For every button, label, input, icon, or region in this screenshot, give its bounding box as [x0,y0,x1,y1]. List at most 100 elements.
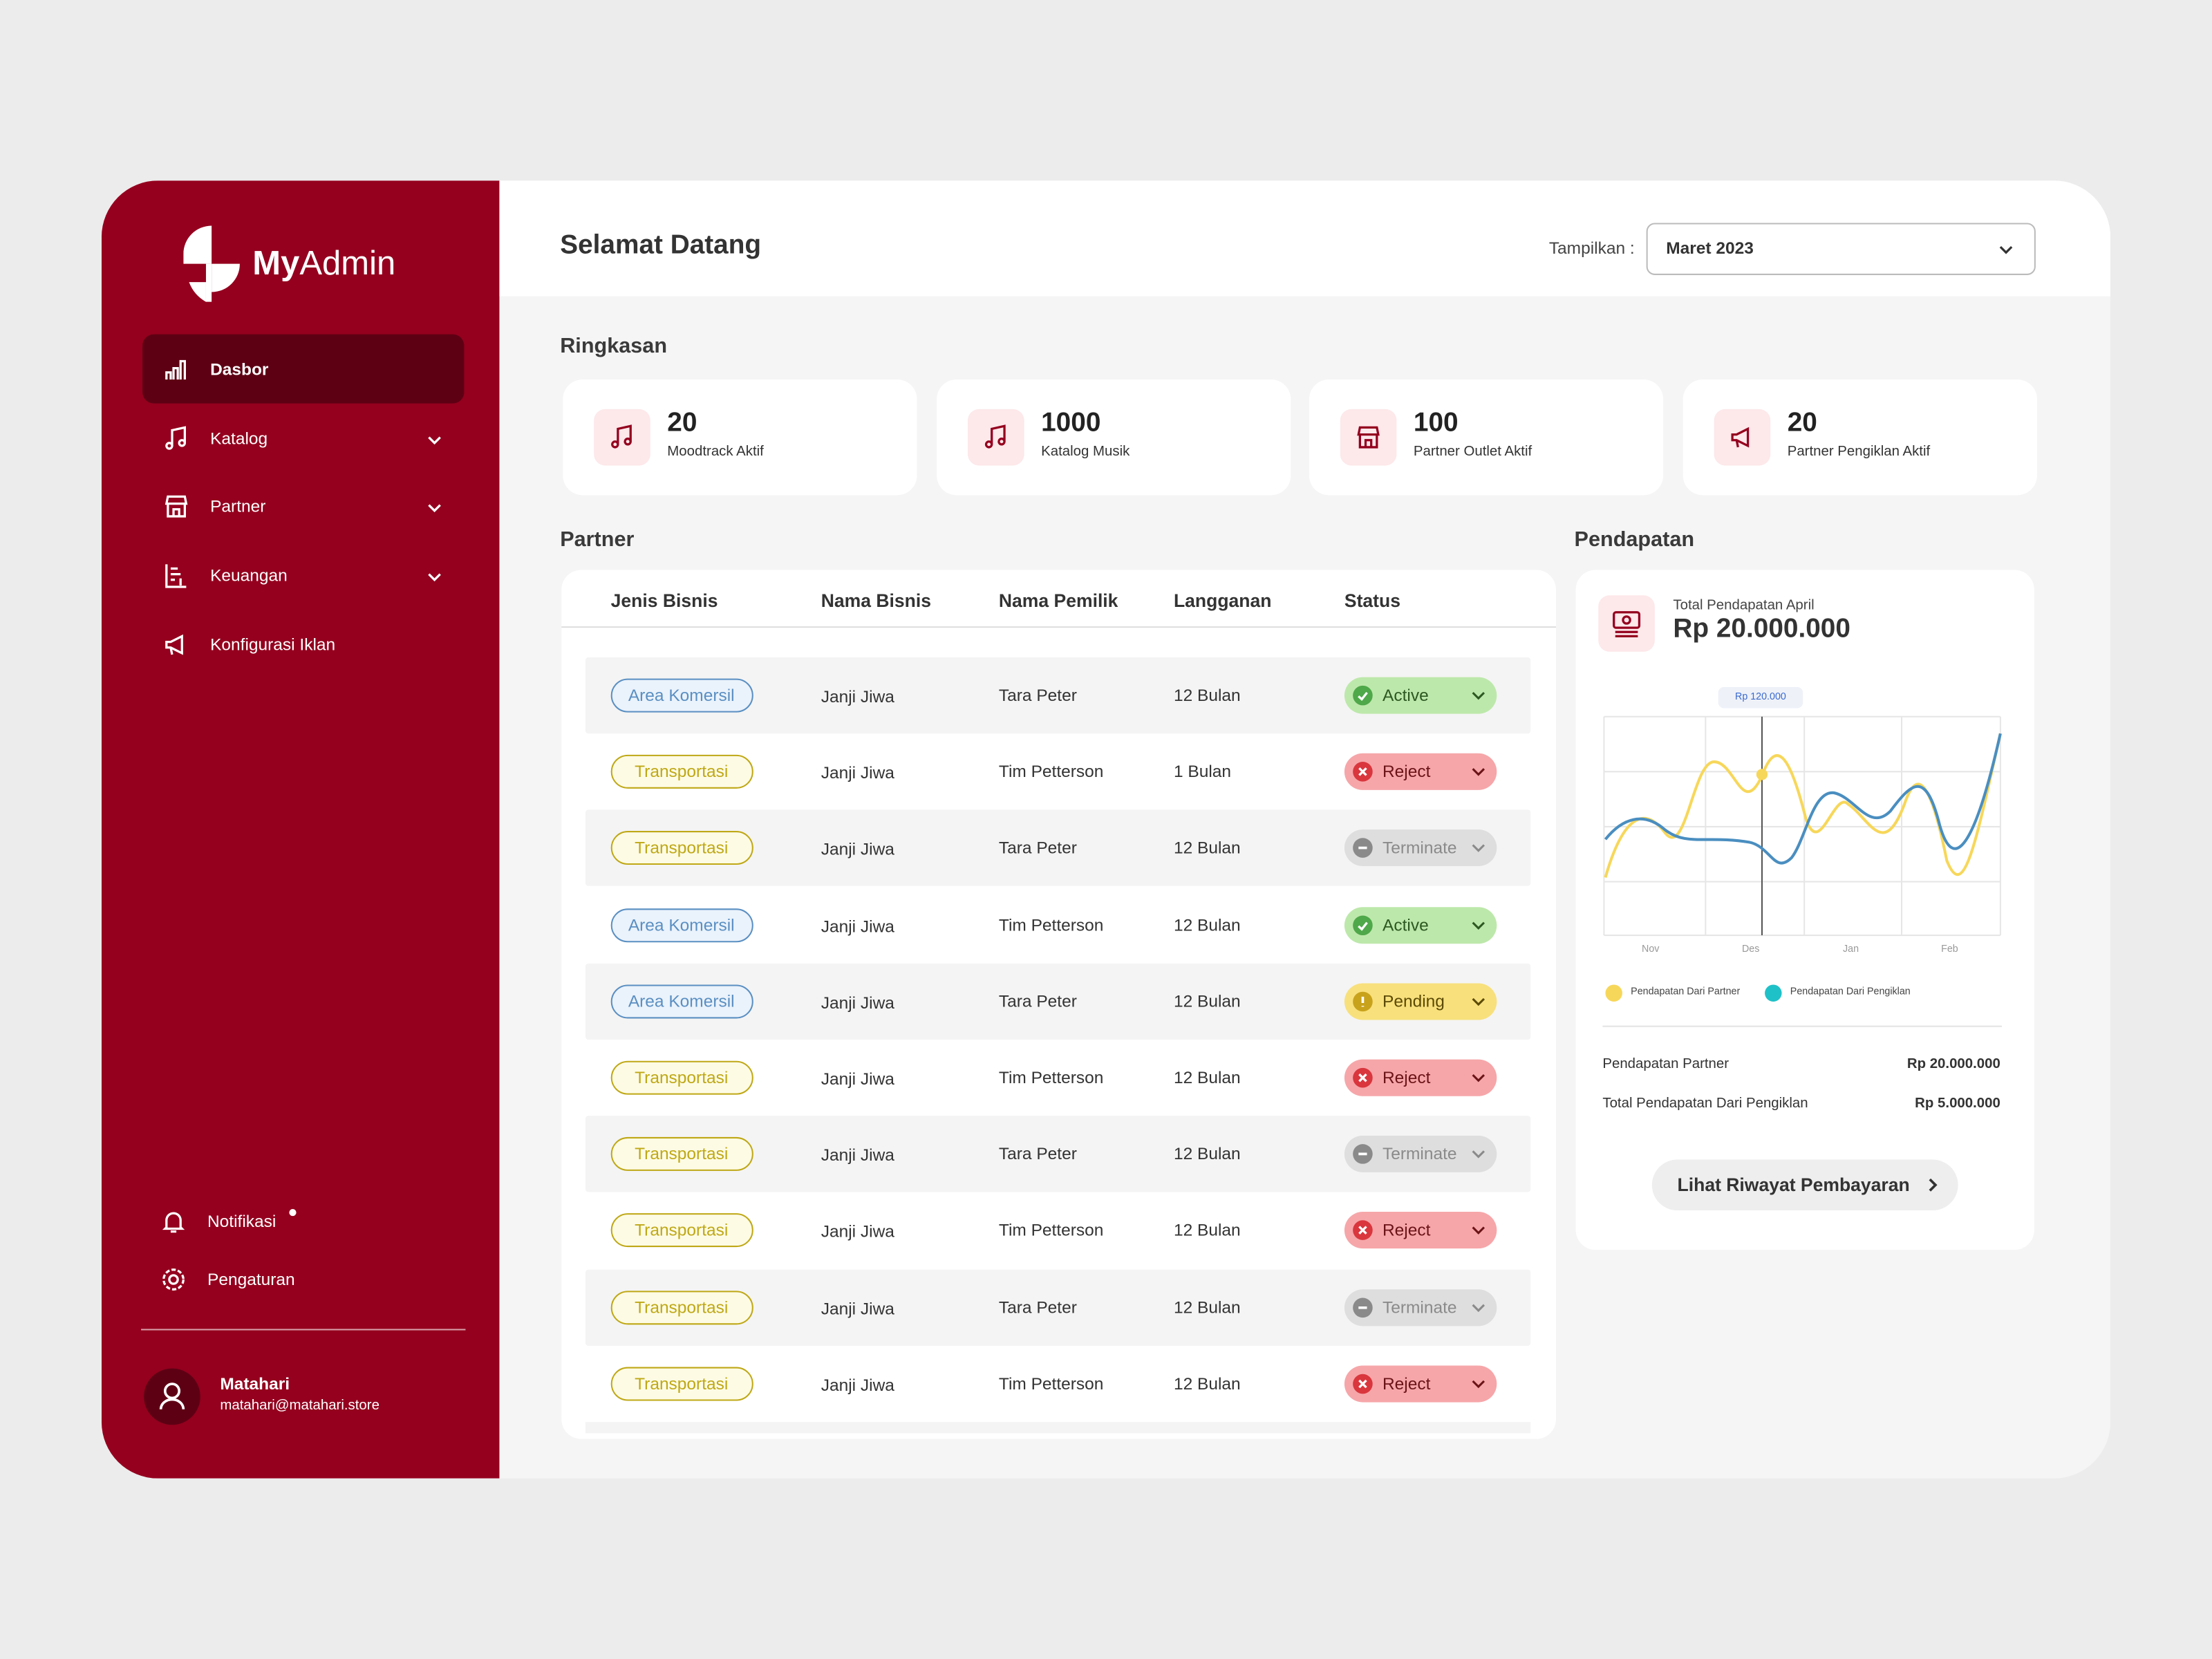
owner-name: Tim Petterson [998,1373,1104,1394]
owner-name: Tim Petterson [998,915,1104,935]
business-name: Janji Jiwa [821,1374,894,1395]
status-dropdown[interactable] [1344,1288,1497,1326]
column-header: Jenis Bisnis [610,590,718,612]
month-select[interactable] [1646,223,2036,275]
user-email: matahari@matahari.store [220,1398,379,1414]
history-button-label: Lihat Riwayat Pembayaran [1677,1174,1910,1195]
detail-label: Total Pendapatan Dari Pengiklan [1602,1096,1808,1112]
status-label: Reject [1382,1067,1431,1088]
column-header: Nama Bisnis [821,590,932,612]
summary-value: 20 [667,409,697,438]
nav-active-bg[interactable] [142,334,465,404]
nav-chevron [426,498,442,514]
history-button[interactable] [1651,1159,1958,1211]
filter-label: Tampilkan : [1548,238,1635,259]
detail-value: Rp 5.000.000 [1915,1096,2000,1112]
status-label: Active [1382,685,1429,706]
summary-label: Partner Outlet Aktif [1413,444,1533,460]
business-name: Janji Jiwa [821,1145,894,1165]
type-tag-label: Transportasi [635,1067,729,1088]
summary-label: Moodtrack Aktif [667,444,764,460]
header-divider [561,626,1557,628]
summary-label: Partner Pengiklan Aktif [1787,444,1931,460]
type-tag-label: Transportasi [635,1297,729,1317]
status-dropdown[interactable] [1344,1136,1497,1173]
nav-item[interactable]: Konfigurasi Iklan [210,634,336,655]
subscription: 12 Bulan [1173,838,1241,859]
status-dropdown[interactable] [1344,1059,1497,1096]
status-label: Reject [1382,1220,1431,1241]
business-name: Janji Jiwa [821,1298,894,1318]
table-fade [585,1422,1531,1434]
status-dropdown[interactable] [1344,753,1497,791]
nav-item[interactable]: Partner [210,496,266,516]
status-label: Active [1382,915,1429,935]
divider [141,1329,466,1331]
column-header: Nama Pemilik [998,590,1118,612]
type-tag-label: Area Komersil [628,915,735,935]
legend-label: Pendapatan Dari Partner [1631,987,1741,997]
type-tag [610,831,753,865]
owner-name: Tara Peter [998,1144,1077,1164]
status-label: Terminate [1382,1144,1457,1164]
type-tag [610,1213,753,1248]
brand: MyAdmin [252,245,395,285]
owner-name: Tara Peter [998,991,1077,1011]
legend-label: Pendapatan Dari Pengiklan [1790,987,1911,997]
status-dropdown[interactable] [1344,906,1497,944]
brand-bold: My [252,245,300,283]
revenue-chart [1603,686,2002,937]
subscription: 12 Bulan [1173,1220,1241,1241]
type-tag-label: Transportasi [635,838,729,859]
status-dropdown[interactable] [1344,830,1497,867]
month-value: Maret 2023 [1666,238,1754,259]
subscription: 12 Bulan [1173,1373,1241,1394]
business-name: Janji Jiwa [821,1069,894,1089]
type-tag-label: Transportasi [635,762,729,782]
detail-label: Pendapatan Partner [1602,1056,1730,1073]
status-label: Reject [1382,762,1431,782]
type-tag [610,1060,753,1095]
nav-item[interactable]: Dasbor [210,359,269,379]
business-name: Janji Jiwa [821,763,894,783]
owner-name: Tim Petterson [998,1067,1104,1088]
business-name: Janji Jiwa [821,1221,894,1242]
status-dropdown[interactable] [1344,983,1497,1020]
nav-chevron [426,567,442,583]
user-name: Matahari [220,1374,290,1394]
subscription: 12 Bulan [1173,685,1241,706]
status-dropdown[interactable] [1344,677,1497,714]
total-label: Total Pendapatan April [1673,598,1815,614]
subscription: 12 Bulan [1173,1144,1241,1164]
logo [183,225,240,302]
x-axis-label: Nov [1642,944,1660,955]
status-label: Terminate [1382,1297,1457,1317]
subscription: 12 Bulan [1173,1067,1241,1088]
nav-item[interactable]: Katalog [210,429,268,449]
nav-item[interactable]: Keuangan [210,565,288,585]
x-axis-label: Des [1741,944,1760,955]
status-dropdown[interactable] [1344,1212,1497,1249]
nav-item[interactable]: Pengaturan [207,1269,295,1289]
column-header: Status [1344,590,1400,612]
summary-value: 1000 [1041,409,1101,438]
summary-label: Katalog Musik [1041,444,1130,460]
owner-name: Tim Petterson [998,762,1104,782]
business-name: Janji Jiwa [821,686,894,707]
owner-name: Tim Petterson [998,1220,1104,1241]
subscription: 12 Bulan [1173,991,1241,1011]
divider [1602,1025,2002,1027]
type-tag [610,984,753,1019]
subscription: 12 Bulan [1173,1297,1241,1317]
nav-item[interactable]: Notifikasi [207,1211,276,1232]
avatar [144,1368,200,1425]
nav-icon [162,561,191,590]
nav-icon [162,630,191,659]
x-axis-label: Jan [1843,944,1859,955]
owner-name: Tara Peter [998,685,1077,706]
type-tag [610,1137,753,1172]
status-dropdown[interactable] [1344,1365,1497,1403]
status-label: Reject [1382,1373,1431,1394]
x-axis-label: Feb [1941,944,1958,955]
